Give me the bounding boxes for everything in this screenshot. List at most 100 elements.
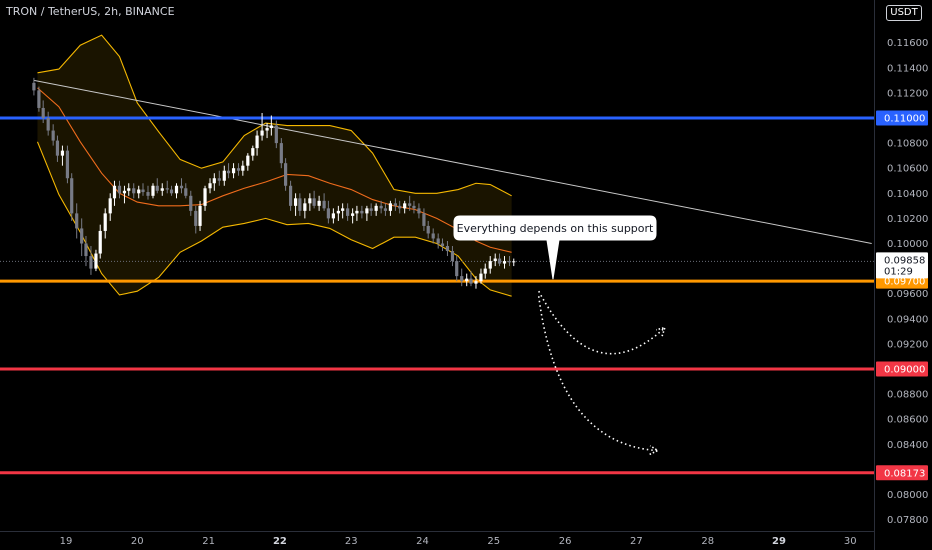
- bollinger-band-fill: [37, 35, 512, 297]
- candle-body: [117, 185, 122, 194]
- candle-body: [512, 261, 516, 263]
- candle: [70, 173, 74, 221]
- candle-body: [55, 140, 60, 156]
- candle-body: [184, 188, 188, 196]
- candle-body: [455, 261, 459, 277]
- candle-body: [246, 155, 250, 166]
- candle: [365, 205, 369, 221]
- candle-body: [146, 192, 150, 196]
- candle: [497, 253, 502, 267]
- bollinger-lower: [36, 141, 512, 297]
- candle-body: [393, 203, 398, 206]
- candle: [303, 198, 307, 219]
- candle: [65, 145, 70, 184]
- price-tick-label: 0.08400: [887, 440, 928, 451]
- candle-body: [412, 205, 416, 209]
- candle: [383, 203, 388, 216]
- level-tag-text: 0.08173: [884, 468, 925, 479]
- level-tag-bg: [876, 361, 928, 377]
- candle: [293, 193, 298, 216]
- candle-body: [269, 125, 273, 129]
- candle: [32, 77, 36, 96]
- candle-body: [298, 198, 302, 211]
- candle: [369, 203, 373, 216]
- candle: [84, 235, 88, 267]
- candle: [89, 246, 93, 275]
- callout-text: Everything depends on this support: [457, 222, 654, 235]
- candle: [440, 238, 445, 252]
- projection-arrow: [537, 296, 658, 452]
- arrow-head: [649, 445, 660, 456]
- price-tick-label: 0.10800: [887, 139, 928, 150]
- candle-body: [369, 208, 373, 211]
- candle-body: [365, 208, 369, 214]
- projection-arrow: [538, 290, 666, 355]
- candle-body: [32, 82, 36, 91]
- candle: [507, 256, 512, 267]
- time-tick-label: 29: [772, 536, 786, 547]
- candle-body: [379, 205, 383, 209]
- candle-body: [231, 168, 236, 174]
- candle-body: [80, 228, 84, 244]
- candle: [469, 271, 473, 287]
- candle-body: [60, 150, 65, 156]
- candle: [37, 86, 41, 112]
- price-tick-label: 0.07800: [887, 515, 928, 526]
- candle: [212, 173, 216, 191]
- candle-body: [483, 268, 487, 274]
- candle-body: [98, 230, 102, 254]
- candle: [298, 193, 302, 216]
- candle: [231, 163, 236, 179]
- candle: [151, 183, 155, 199]
- candle-body: [141, 189, 145, 193]
- level-tag-text: 0.09700: [884, 277, 925, 288]
- candle: [222, 165, 226, 186]
- candle-body: [488, 261, 492, 269]
- candle: [483, 263, 487, 279]
- candle: [326, 200, 330, 224]
- candle-body: [226, 170, 231, 174]
- candle-body: [383, 208, 388, 211]
- candle-body: [127, 188, 131, 191]
- time-tick-label: 22: [273, 536, 287, 547]
- candle: [412, 200, 416, 214]
- candle-body: [189, 195, 193, 211]
- bollinger-middle: [37, 87, 512, 253]
- candle: [488, 256, 492, 274]
- candle: [51, 124, 55, 146]
- candle: [312, 190, 316, 209]
- candle: [351, 208, 355, 224]
- candle: [208, 178, 212, 194]
- candle: [274, 120, 278, 149]
- candle-body: [260, 130, 264, 136]
- candle-body: [388, 203, 393, 211]
- candle: [41, 100, 45, 124]
- candle: [94, 249, 98, 272]
- candle-body: [479, 273, 483, 282]
- level-tag-text: 0.09000: [884, 365, 925, 376]
- candle: [388, 200, 393, 216]
- candle: [360, 205, 364, 219]
- candle-body: [37, 90, 41, 108]
- candle-body: [89, 256, 93, 269]
- candle-body: [374, 205, 378, 211]
- candle-body: [151, 185, 155, 196]
- candle: [251, 145, 255, 161]
- candle-body: [331, 213, 335, 219]
- candle: [103, 208, 107, 239]
- trend-line: [33, 79, 872, 244]
- candle-body: [103, 213, 107, 231]
- candle: [60, 145, 65, 166]
- candle-body: [341, 208, 345, 211]
- candle-body: [112, 185, 117, 199]
- level-tag-bg: [876, 465, 928, 481]
- candle: [80, 218, 84, 257]
- currency-button[interactable]: USDT: [886, 5, 922, 21]
- time-tick-label: 28: [701, 536, 714, 547]
- candle-body: [351, 213, 355, 216]
- candle-body: [398, 205, 402, 209]
- price-tick-label: 0.09200: [887, 339, 928, 350]
